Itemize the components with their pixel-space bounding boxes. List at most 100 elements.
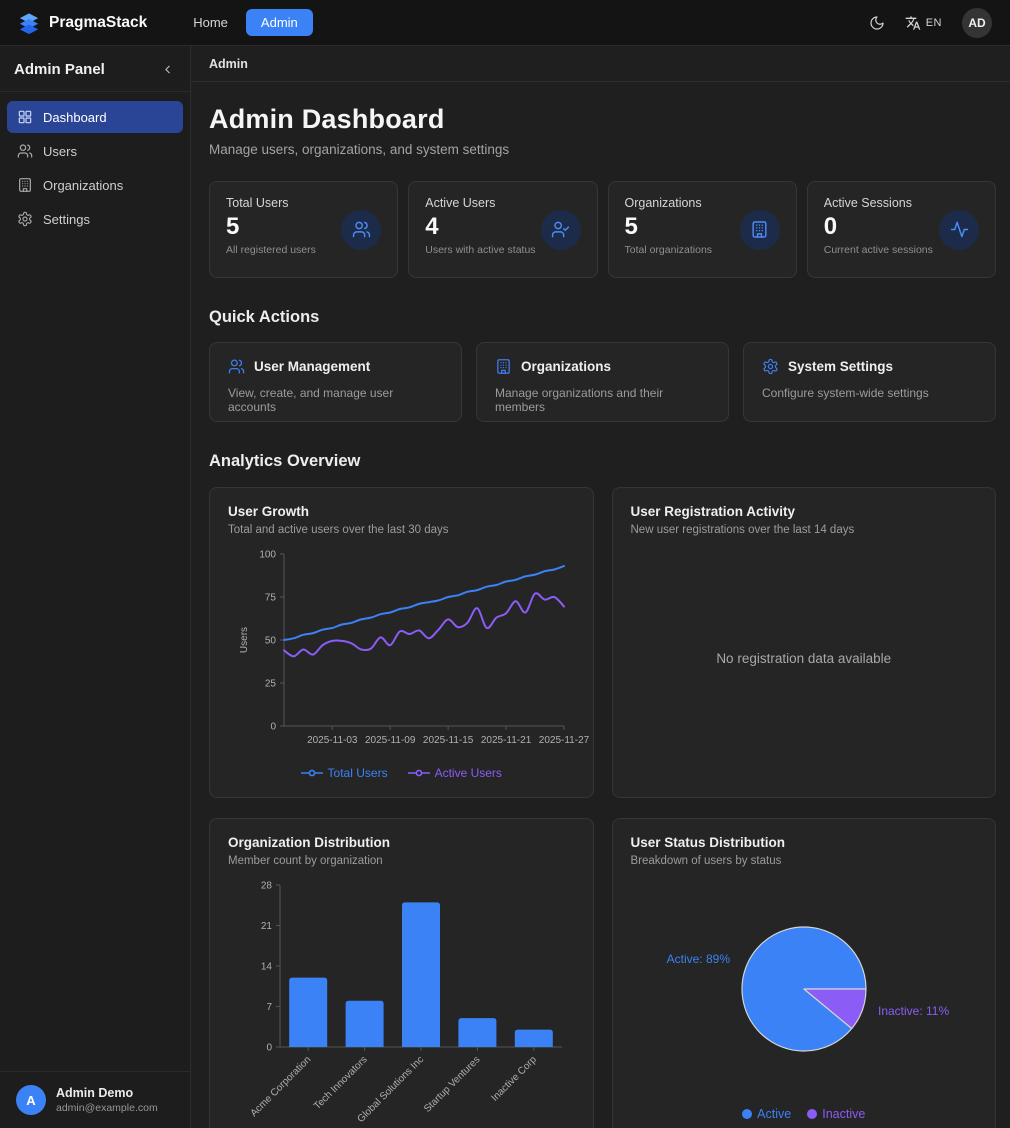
stat-card-organizations: Organizations 5 Total organizations xyxy=(607,181,797,278)
collapse-sidebar-button[interactable] xyxy=(161,63,174,76)
grid-icon xyxy=(17,109,33,125)
users-icon xyxy=(341,209,382,250)
stat-label: Active Sessions xyxy=(823,196,912,210)
user-avatar-initial: A xyxy=(16,1085,46,1115)
stat-card-active-sessions: Active Sessions 0 Current active session… xyxy=(806,181,996,278)
brand[interactable]: PragmaStack xyxy=(18,12,147,34)
stat-description: Total organizations xyxy=(624,244,713,256)
svg-text:0: 0 xyxy=(270,722,276,733)
gear-icon xyxy=(762,358,779,375)
charts-grid: User Growth Total and active users over … xyxy=(209,487,996,1128)
language-label: EN xyxy=(925,16,942,29)
action-description: Configure system-wide settings xyxy=(762,386,929,400)
svg-text:Inactive: 11%: Inactive: 11% xyxy=(878,1004,949,1018)
main-content: Admin Admin Dashboard Manage users, orga… xyxy=(191,46,1010,1128)
svg-text:50: 50 xyxy=(265,636,277,647)
svg-text:14: 14 xyxy=(261,962,273,973)
svg-text:25: 25 xyxy=(265,679,277,690)
language-switcher[interactable]: EN xyxy=(905,15,942,31)
navbar-actions: EN AD xyxy=(869,7,992,38)
sidebar-item-dashboard[interactable]: Dashboard xyxy=(7,101,183,133)
sidebar-item-users[interactable]: Users xyxy=(7,135,183,167)
action-card-system-settings[interactable]: System Settings Configure system-wide se… xyxy=(743,342,996,422)
sidebar-item-label: Organizations xyxy=(43,177,124,193)
page-title: Admin Dashboard xyxy=(209,104,445,134)
page-subtitle: Manage users, organizations, and system … xyxy=(209,142,510,157)
user-status-pie-chart: Active: 89% Inactive: 11% xyxy=(666,926,949,1052)
user-email: admin@example.com xyxy=(56,1102,158,1114)
svg-text:2025-11-21: 2025-11-21 xyxy=(481,735,532,746)
chart-subtitle: Member count by organization xyxy=(228,855,383,867)
sidebar-nav: Dashboard Users Organizations Settings xyxy=(0,92,190,244)
users-icon xyxy=(228,358,245,375)
stats-grid: Total Users 5 All registered users Activ… xyxy=(209,181,996,278)
sidebar-title: Admin Panel xyxy=(14,61,105,78)
svg-text:0: 0 xyxy=(266,1043,272,1054)
action-card-organizations[interactable]: Organizations Manage organizations and t… xyxy=(476,342,729,422)
svg-text:2025-11-27: 2025-11-27 xyxy=(539,735,590,746)
stat-description: Users with active status xyxy=(425,244,536,256)
sidebar-item-settings[interactable]: Settings xyxy=(7,203,183,235)
building-icon xyxy=(739,209,780,250)
chevron-left-icon xyxy=(161,63,174,76)
stat-description: Current active sessions xyxy=(823,244,933,256)
user-check-icon xyxy=(540,209,581,250)
chart-title: Organization Distribution xyxy=(228,835,390,850)
stat-label: Active Users xyxy=(425,196,496,210)
chart-title: User Growth xyxy=(228,504,310,519)
sidebar-user-profile[interactable]: A Admin Demo admin@example.com xyxy=(0,1071,190,1128)
chart-card-registration-activity: User Registration Activity New user regi… xyxy=(611,487,996,798)
stat-label: Total Users xyxy=(226,196,289,210)
sidebar-item-label: Users xyxy=(43,143,77,159)
chart-card-organization-distribution: Organization Distribution Member count b… xyxy=(209,818,594,1128)
brand-name: PragmaStack xyxy=(49,13,148,31)
nav-link-admin[interactable]: Admin xyxy=(245,9,313,36)
empty-state-message: No registration data available xyxy=(716,651,892,666)
moon-icon xyxy=(869,15,885,31)
svg-text:Inactive Corp: Inactive Corp xyxy=(489,1054,539,1104)
user-name: Admin Demo xyxy=(56,1086,134,1100)
nav-link-home[interactable]: Home xyxy=(193,15,228,30)
building-icon xyxy=(17,177,33,193)
svg-text:7: 7 xyxy=(266,1002,272,1013)
user-avatar[interactable]: AD xyxy=(962,7,992,38)
line-chart-legend: Total Users Active Users xyxy=(228,766,575,780)
breadcrumb-bar: Admin xyxy=(191,46,1010,82)
quick-actions-grid: User Management View, create, and manage… xyxy=(209,342,996,422)
quick-actions-heading: Quick Actions xyxy=(209,308,320,326)
chart-subtitle: Total and active users over the last 30 … xyxy=(228,524,449,536)
sidebar-item-organizations[interactable]: Organizations xyxy=(7,169,183,201)
svg-text:Startup Ventures: Startup Ventures xyxy=(422,1054,482,1114)
svg-text:Users: Users xyxy=(239,627,250,653)
top-navbar: PragmaStack Home Admin EN AD xyxy=(0,0,1010,46)
users-icon xyxy=(17,143,33,159)
building-icon xyxy=(495,358,512,375)
chart-subtitle: New user registrations over the last 14 … xyxy=(630,524,855,536)
svg-text:21: 21 xyxy=(261,921,273,932)
dark-mode-toggle[interactable] xyxy=(869,15,885,31)
action-title: User Management xyxy=(254,359,371,374)
chart-card-user-status: User Status Distribution Breakdown of us… xyxy=(611,818,996,1128)
action-card-user-management[interactable]: User Management View, create, and manage… xyxy=(209,342,462,422)
svg-text:Tech Innovators: Tech Innovators xyxy=(312,1054,370,1112)
layers-logo-icon xyxy=(18,12,40,34)
sidebar-item-label: Dashboard xyxy=(43,109,107,125)
chart-card-user-growth: User Growth Total and active users over … xyxy=(209,487,594,798)
breadcrumb[interactable]: Admin xyxy=(209,56,248,71)
chart-subtitle: Breakdown of users by status xyxy=(630,855,782,867)
sidebar-item-label: Settings xyxy=(43,211,90,227)
main-nav: Home Admin xyxy=(183,9,313,36)
gear-icon xyxy=(17,211,33,227)
svg-text:28: 28 xyxy=(261,881,273,892)
stat-value: 5 xyxy=(226,213,240,240)
svg-text:Acme Corporation: Acme Corporation xyxy=(249,1054,314,1119)
analytics-heading: Analytics Overview xyxy=(209,452,361,470)
svg-text:2025-11-03: 2025-11-03 xyxy=(307,735,358,746)
action-title: System Settings xyxy=(788,359,894,374)
pie-chart-legend: Active Inactive xyxy=(631,1107,978,1121)
action-title: Organizations xyxy=(521,359,612,374)
svg-text:Active: 89%: Active: 89% xyxy=(666,952,730,966)
svg-text:2025-11-15: 2025-11-15 xyxy=(423,735,474,746)
chart-title: User Status Distribution xyxy=(630,835,786,850)
